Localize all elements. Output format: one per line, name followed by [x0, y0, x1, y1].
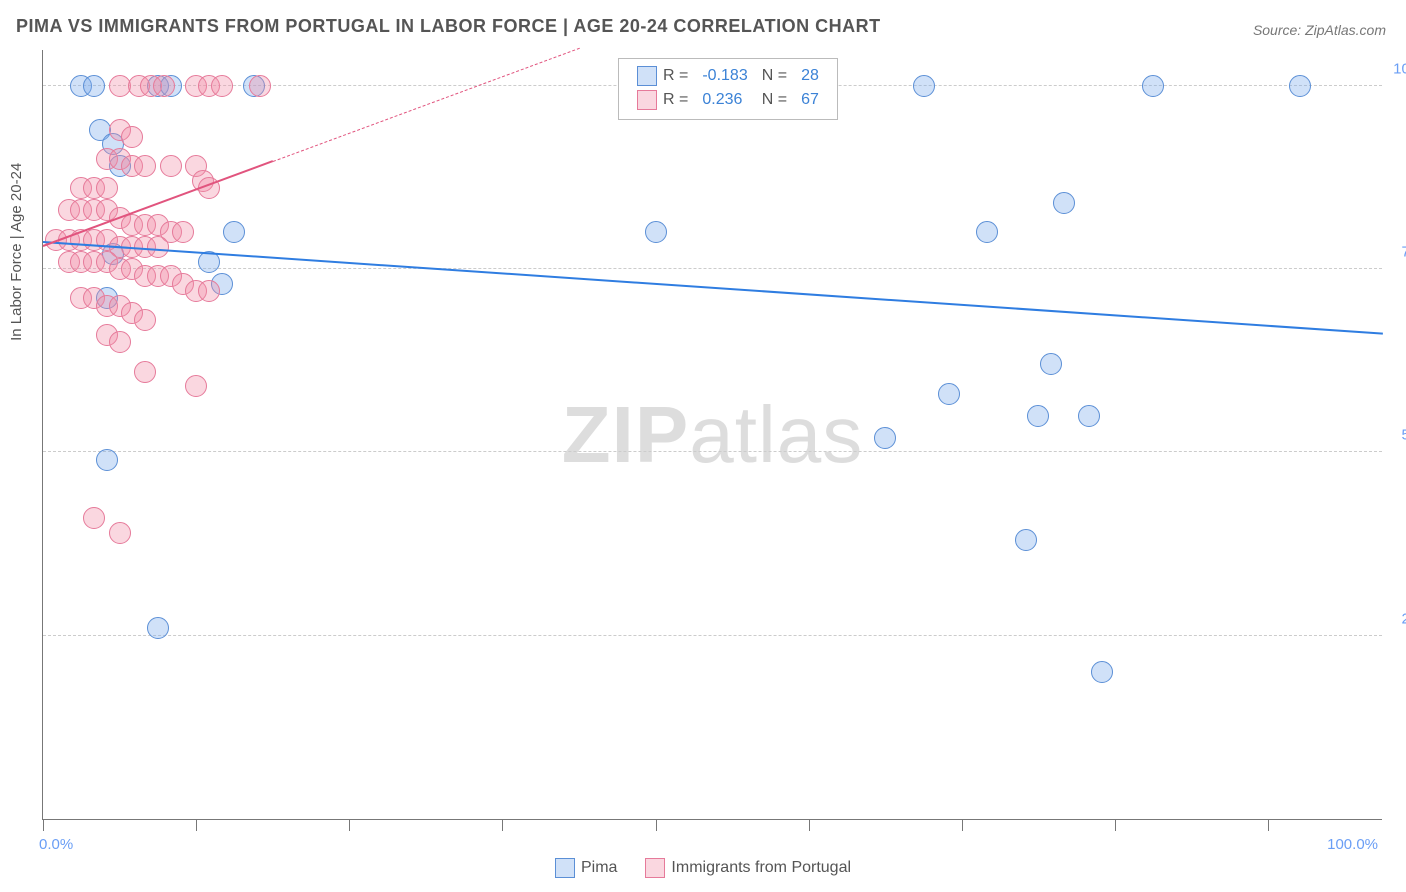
r-label: R = — [663, 91, 688, 108]
legend-label: Immigrants from Portugal — [671, 859, 851, 876]
r-value: 0.236 — [696, 89, 753, 111]
y-tick-label: 75.0% — [1401, 244, 1406, 261]
data-point — [134, 155, 156, 177]
data-point — [1289, 75, 1311, 97]
data-point — [1015, 529, 1037, 551]
trend-line — [273, 48, 580, 162]
data-point — [1091, 661, 1113, 683]
data-point — [1053, 192, 1075, 214]
n-label: N = — [756, 65, 793, 87]
data-point — [185, 375, 207, 397]
x-tick — [196, 819, 197, 831]
data-point — [645, 221, 667, 243]
data-point — [121, 126, 143, 148]
n-label: N = — [756, 89, 793, 111]
data-point — [109, 522, 131, 544]
y-tick-label: 50.0% — [1401, 427, 1406, 444]
legend-swatch — [637, 66, 657, 86]
x-tick — [1115, 819, 1116, 831]
x-tick — [349, 819, 350, 831]
legend-swatch — [555, 858, 575, 878]
x-tick — [43, 819, 44, 831]
data-point — [913, 75, 935, 97]
correlation-legend: R = -0.183N =28 R = 0.236N =67 — [618, 58, 838, 120]
n-value: 28 — [795, 65, 825, 87]
x-tick — [962, 819, 963, 831]
data-point — [874, 427, 896, 449]
data-point — [134, 361, 156, 383]
data-point — [976, 221, 998, 243]
source-attribution: Source: ZipAtlas.com — [1253, 22, 1386, 38]
data-point — [83, 507, 105, 529]
data-point — [172, 221, 194, 243]
legend-swatch — [645, 858, 665, 878]
plot-area: ZIPatlas 25.0%50.0%75.0%100.0%0.0%100.0%… — [42, 50, 1382, 820]
data-point — [153, 75, 175, 97]
data-point — [147, 617, 169, 639]
data-point — [83, 75, 105, 97]
r-label: R = — [663, 67, 688, 84]
x-tick — [502, 819, 503, 831]
y-axis-title: In Labor Force | Age 20-24 — [8, 163, 25, 341]
x-tick — [1268, 819, 1269, 831]
legend-label: Pima — [581, 859, 617, 876]
data-point — [249, 75, 271, 97]
y-tick-label: 25.0% — [1401, 610, 1406, 627]
data-point — [1027, 405, 1049, 427]
watermark-atlas: atlas — [689, 390, 863, 479]
data-point — [938, 383, 960, 405]
y-tick-label: 100.0% — [1393, 60, 1406, 77]
trend-line — [43, 241, 1383, 335]
data-point — [147, 236, 169, 258]
data-point — [1040, 353, 1062, 375]
data-point — [160, 155, 182, 177]
watermark-zip: ZIP — [562, 390, 689, 479]
legend-swatch — [637, 90, 657, 110]
gridline — [43, 451, 1382, 452]
r-value: -0.183 — [696, 65, 753, 87]
legend-item: Immigrants from Portugal — [645, 858, 851, 878]
x-label-right: 100.0% — [1327, 836, 1378, 853]
legend-item: Pima — [555, 858, 617, 878]
x-label-left: 0.0% — [39, 836, 73, 853]
x-tick — [656, 819, 657, 831]
n-value: 67 — [795, 89, 825, 111]
data-point — [109, 331, 131, 353]
watermark: ZIPatlas — [562, 389, 863, 481]
data-point — [134, 309, 156, 331]
data-point — [96, 177, 118, 199]
data-point — [223, 221, 245, 243]
data-point — [198, 280, 220, 302]
data-point — [211, 75, 233, 97]
data-point — [1078, 405, 1100, 427]
data-point — [96, 449, 118, 471]
bottom-legend: Pima Immigrants from Portugal — [0, 858, 1406, 878]
gridline — [43, 635, 1382, 636]
data-point — [1142, 75, 1164, 97]
x-tick — [809, 819, 810, 831]
chart-title: PIMA VS IMMIGRANTS FROM PORTUGAL IN LABO… — [16, 16, 881, 37]
gridline — [43, 268, 1382, 269]
